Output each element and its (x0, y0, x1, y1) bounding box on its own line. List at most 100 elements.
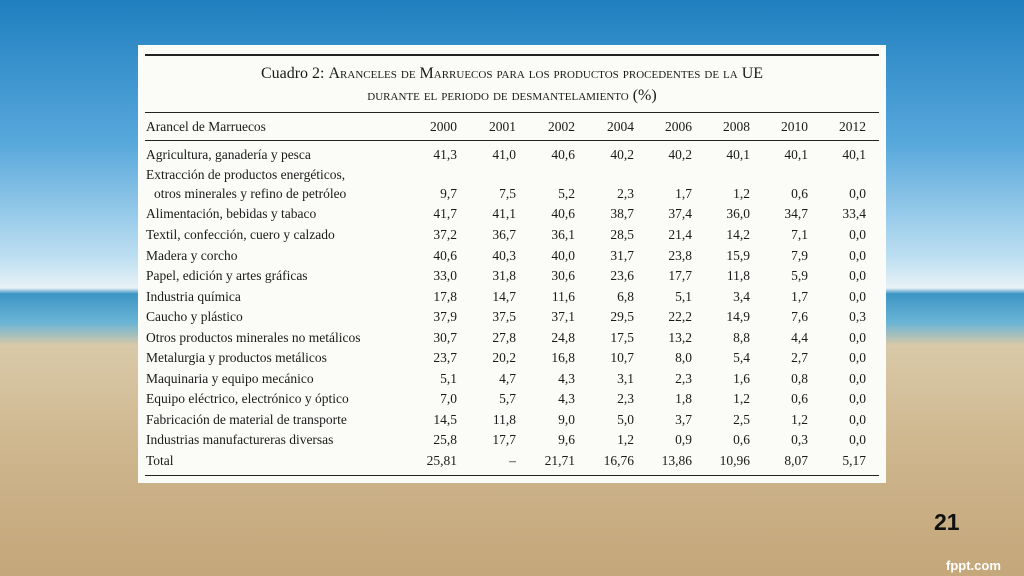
value-cell: 36,1 (551, 227, 575, 242)
row-label: Maquinaria y equipo mecánico (146, 371, 314, 386)
value-cell: 0,6 (791, 391, 808, 406)
value-cell: 14,5 (433, 412, 457, 427)
value-cell: 0,0 (849, 350, 866, 365)
value-cell: 10,7 (610, 350, 634, 365)
row-label: Industria química (146, 289, 241, 304)
value-cell: 1,7 (675, 186, 692, 201)
row-label: Agricultura, ganadería y pesca (146, 147, 311, 162)
value-cell: 4,4 (791, 330, 808, 345)
value-cell: 4,7 (499, 371, 516, 386)
value-cell: 29,5 (610, 309, 634, 324)
rule (145, 475, 879, 476)
value-cell: 23,6 (610, 268, 634, 283)
value-cell: 0,8 (791, 371, 808, 386)
row-label: Metalurgia y productos metálicos (146, 350, 327, 365)
value-cell: 25,8 (433, 432, 457, 447)
value-cell: 7,0 (440, 391, 457, 406)
value-cell: 5,17 (842, 453, 866, 468)
value-cell: 8,0 (675, 350, 692, 365)
header-cell: 2000 (430, 119, 457, 134)
value-cell: 5,7 (499, 391, 516, 406)
rule (145, 112, 879, 113)
value-cell: 40,2 (610, 147, 634, 162)
value-cell: 0,3 (791, 432, 808, 447)
row-label: otros minerales y refino de petróleo (154, 186, 347, 201)
rule (145, 140, 879, 141)
value-cell: 5,0 (617, 412, 634, 427)
value-cell: 16,76 (603, 453, 634, 468)
value-cell: 27,8 (492, 330, 516, 345)
value-cell: 11,8 (492, 412, 516, 427)
header-cell: 2001 (489, 119, 516, 134)
row-label: Papel, edición y artes gráficas (146, 268, 308, 283)
value-cell: 0,0 (849, 289, 866, 304)
row-label: Fabricación de material de transporte (146, 412, 347, 427)
value-cell: 40,2 (668, 147, 692, 162)
value-cell: 5,9 (791, 268, 808, 283)
value-cell: 40,6 (551, 147, 575, 162)
value-cell: 17,8 (433, 289, 457, 304)
value-cell: 14,9 (726, 309, 750, 324)
value-cell: 36,7 (492, 227, 516, 242)
value-cell: 14,2 (726, 227, 750, 242)
title-line: Cuadro 2: Aranceles de Marruecos para lo… (0, 66, 1024, 82)
title-label: Cuadro 2: (260, 65, 325, 82)
value-cell: 1,2 (733, 186, 750, 201)
value-cell: – (509, 453, 516, 468)
value-cell: 37,9 (433, 309, 457, 324)
value-cell: 8,8 (733, 330, 750, 345)
header-cell: Arancel de Marruecos (146, 119, 266, 134)
title-line: durante el periodo de desmantelamiento (… (367, 87, 657, 104)
value-cell: 4,3 (558, 371, 575, 386)
value-cell: 23,7 (433, 350, 457, 365)
value-cell: 5,1 (675, 289, 692, 304)
value-cell: 41,0 (492, 147, 516, 162)
value-cell: 40,1 (842, 147, 866, 162)
value-cell: 17,5 (610, 330, 634, 345)
value-cell: 0,6 (791, 186, 808, 201)
value-cell: 1,6 (733, 371, 750, 386)
value-cell: 33,4 (842, 206, 866, 221)
value-cell: 22,2 (668, 309, 692, 324)
value-cell: 41,7 (433, 206, 457, 221)
value-cell: 30,7 (433, 330, 457, 345)
value-cell: 13,86 (661, 453, 692, 468)
header-cell: 2002 (548, 119, 575, 134)
value-cell: 41,1 (492, 206, 516, 221)
value-cell: 30,6 (551, 268, 575, 283)
value-cell: 7,9 (791, 248, 808, 263)
value-cell: 2,7 (791, 350, 808, 365)
value-cell: 34,7 (784, 206, 808, 221)
value-cell: 0,0 (849, 412, 866, 427)
value-cell: 0,3 (849, 309, 866, 324)
value-cell: 1,8 (675, 391, 692, 406)
value-cell: 3,4 (733, 289, 750, 304)
value-cell: 40,1 (784, 147, 808, 162)
title-text: Aranceles de Marruecos para los producto… (328, 65, 764, 82)
rule (145, 54, 879, 56)
row-label: Caucho y plástico (146, 309, 243, 324)
value-cell: 21,71 (544, 453, 575, 468)
value-cell: 0,0 (849, 391, 866, 406)
value-cell: 10,96 (719, 453, 750, 468)
value-cell: 17,7 (668, 268, 692, 283)
row-label: Otros productos minerales no metálicos (146, 330, 361, 345)
value-cell: 0,0 (849, 371, 866, 386)
header-cell: 2008 (723, 119, 750, 134)
value-cell: 3,1 (617, 371, 634, 386)
table-panel (138, 45, 886, 483)
value-cell: 7,6 (791, 309, 808, 324)
value-cell: 9,6 (558, 432, 575, 447)
value-cell: 7,5 (499, 186, 516, 201)
value-cell: 31,8 (492, 268, 516, 283)
value-cell: 4,3 (558, 391, 575, 406)
header-cell: 2006 (665, 119, 692, 134)
value-cell: 0,0 (849, 186, 866, 201)
row-label: Total (146, 453, 174, 468)
row-label: Alimentación, bebidas y tabaco (146, 206, 317, 221)
value-cell: 9,7 (440, 186, 457, 201)
row-label: Textil, confección, cuero y calzado (146, 227, 335, 242)
value-cell: 33,0 (433, 268, 457, 283)
value-cell: 24,8 (551, 330, 575, 345)
